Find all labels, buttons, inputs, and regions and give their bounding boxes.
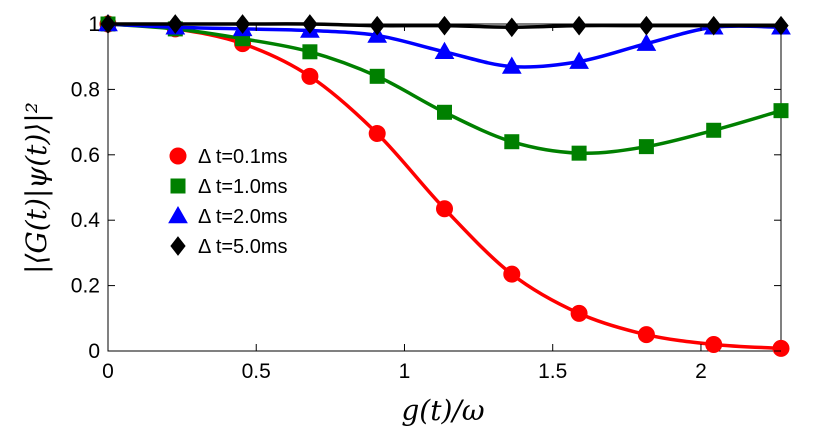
data-point <box>501 56 522 74</box>
x-tick-label: 1 <box>399 360 411 383</box>
data-point <box>706 15 722 36</box>
series-layer <box>98 13 791 357</box>
data-point <box>368 125 386 143</box>
series-diamond <box>100 14 789 38</box>
data-point <box>369 15 385 36</box>
data-point <box>301 67 319 85</box>
data-point <box>773 15 789 36</box>
legend-label: Δ t=5.0ms <box>198 236 288 258</box>
data-point <box>369 68 385 84</box>
data-point <box>638 139 654 155</box>
y-tick-label: 0.4 <box>71 209 101 232</box>
y-tick-label: 0.2 <box>71 275 100 298</box>
ticks-layer: 0 0.5 1 1.5 2 0 0.2 0.4 0.6 0.8 1 <box>71 13 781 383</box>
data-point <box>504 17 520 38</box>
data-point <box>638 15 655 36</box>
data-point <box>706 122 722 138</box>
data-point <box>504 134 520 150</box>
data-point <box>434 41 455 60</box>
data-point <box>436 200 453 218</box>
data-point <box>234 14 251 34</box>
legend-marker <box>170 178 186 194</box>
data-point <box>772 339 790 357</box>
x-tick-label: 0.5 <box>242 360 271 383</box>
legend-marker <box>170 236 186 256</box>
legend-label: Δ t=0.1ms <box>198 146 288 168</box>
y-tick-label: 1 <box>88 13 100 36</box>
data-point <box>571 15 587 36</box>
data-point <box>437 104 452 120</box>
legend-marker <box>168 205 188 224</box>
data-point <box>302 44 318 60</box>
y-tick-label: 0 <box>88 340 100 363</box>
data-point <box>167 14 183 34</box>
data-point <box>302 14 318 34</box>
legend-label: Δ t=1.0ms <box>198 176 288 198</box>
y-tick-label: 0.6 <box>71 144 100 167</box>
data-point <box>436 15 453 36</box>
data-point <box>636 33 657 51</box>
y-axis-label: |⟨G(t)|ψ(t)⟩|² <box>20 102 53 274</box>
y-tick-label: 0.8 <box>71 78 100 101</box>
series-square <box>100 16 789 161</box>
data-point <box>773 103 789 119</box>
data-point <box>569 51 589 69</box>
legend-marker <box>169 147 187 165</box>
legend: Δ t=0.1ms Δ t=1.0ms Δ t=2.0ms Δ t=5.0ms <box>168 146 288 258</box>
x-tick-label: 2 <box>695 360 707 383</box>
data-point <box>570 304 588 322</box>
x-tick-label: 1.5 <box>538 360 567 383</box>
x-tick-label: 0 <box>102 360 114 383</box>
x-axis-label: g(t)/ω <box>401 394 484 427</box>
data-point <box>503 265 521 283</box>
data-point <box>637 326 655 344</box>
data-point <box>705 335 723 353</box>
data-point <box>571 145 587 161</box>
series-circle <box>99 15 790 357</box>
legend-label: Δ t=2.0ms <box>198 206 288 228</box>
